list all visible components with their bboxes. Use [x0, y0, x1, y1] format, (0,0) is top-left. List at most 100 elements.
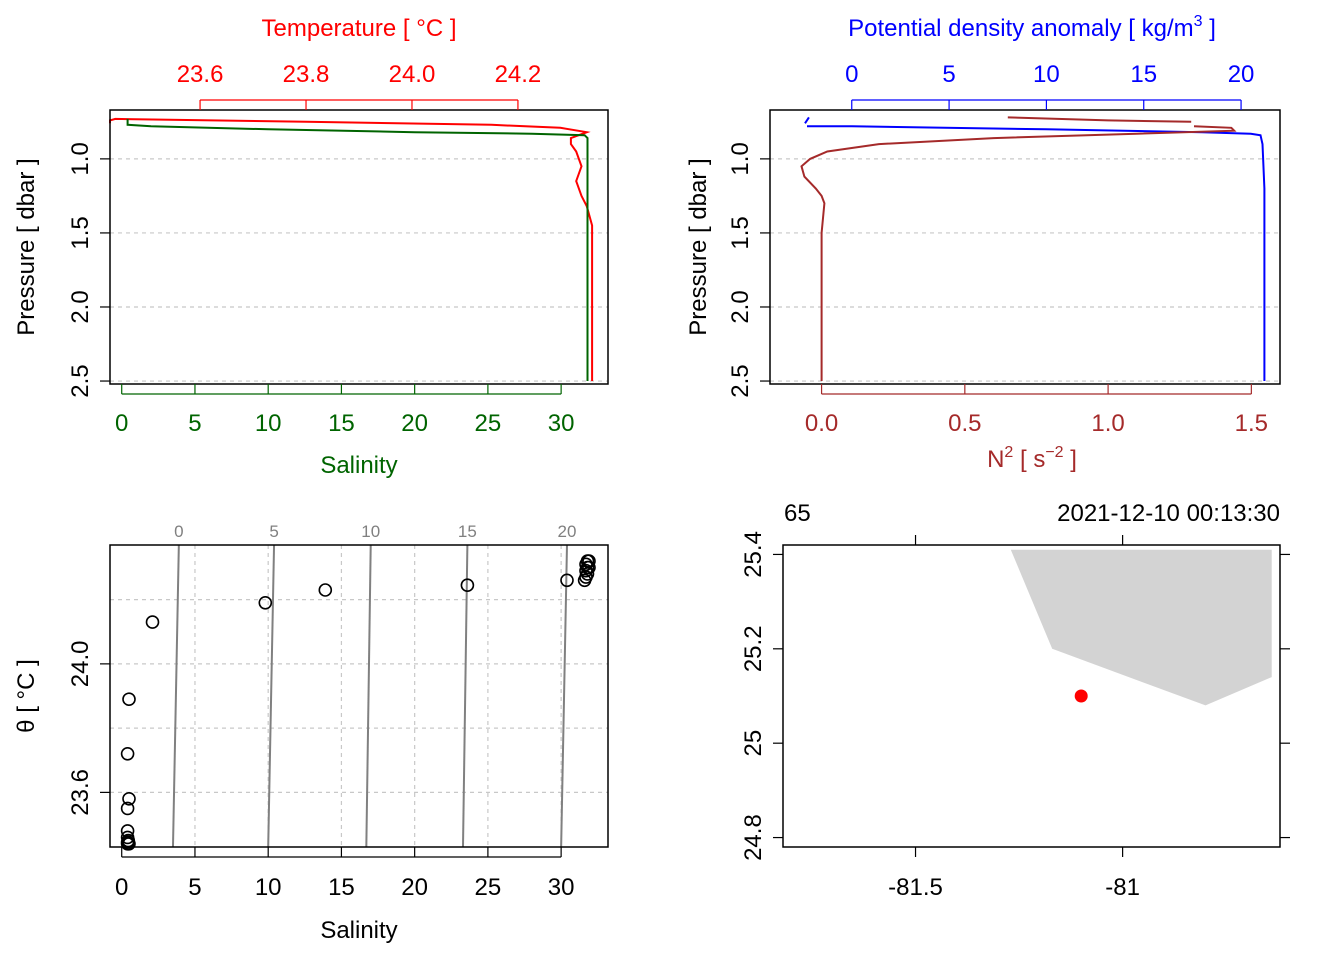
- salinity-tick-label: 15: [328, 410, 355, 437]
- ts-axes: 0 5 10 15 20 25 30 23.6 24.0: [67, 641, 574, 901]
- ts-panel: 0 5 10 15 20 0 5 10 15 20 25 30 23.6 24.0 Salinity θ…: [13, 522, 609, 944]
- ts-point: [582, 554, 596, 568]
- temperature-tick-label: 24.0: [389, 61, 436, 88]
- ts-salinity-axis-title: Salinity: [320, 917, 397, 944]
- latitude-tick-label: 25: [740, 730, 767, 757]
- ts-salinity-tick-label: 15: [328, 874, 355, 901]
- pressure-tick-label: 1.0: [67, 142, 94, 175]
- sigma-tick-label: 20: [1228, 61, 1255, 88]
- latitude-tick-label: 24.8: [740, 814, 767, 861]
- pressure-axis-title: Pressure [ dbar ]: [13, 158, 40, 335]
- salinity-tick-label: 25: [475, 410, 502, 437]
- ts-point: [120, 801, 135, 816]
- density-grid: [770, 158, 1280, 382]
- station-time-label: 2021-12-10 00:13:30: [1057, 500, 1280, 527]
- ts-salinity-tick-label: 20: [401, 874, 428, 901]
- ts-point: [582, 560, 596, 575]
- profile-panel: 1.0 1.5 2.0 2.5 23.6 23.8 24.0 24.2 0 5 10 15 20 25 30…: [13, 15, 609, 479]
- theta-axis-title: θ [ °C ]: [13, 659, 40, 733]
- profile-plot-frame: [109, 109, 609, 385]
- profile-series: [109, 117, 594, 381]
- map-panel: -81.5 -81 24.8 25 25.2 25.4 65 2021-12-10 00:…: [740, 500, 1290, 901]
- ts-salinity-tick-label: 10: [255, 874, 282, 901]
- density-series: [800, 116, 1266, 381]
- ts-point: [560, 573, 574, 588]
- isopycnal-label: 10: [361, 522, 380, 541]
- sigma-tick-label: 0: [845, 61, 858, 88]
- n2-tick-label: 1.0: [1091, 410, 1124, 437]
- isopycnal-line: [267, 544, 276, 848]
- temperature-axis-title: Temperature [ °C ]: [262, 15, 457, 42]
- salinity-tick-label: 20: [401, 410, 428, 437]
- isopycnal-label: 15: [458, 522, 477, 541]
- sigma-profile-line: [804, 116, 810, 124]
- density-panel: 1.0 1.5 2.0 2.5 0 5 10 15 20 0.0 0.5 1.0 1.5 Potenti…: [685, 13, 1281, 473]
- profile-grid: [110, 158, 608, 382]
- ts-point: [122, 791, 136, 806]
- n2-axis-title: N2 [ s−2 ]: [987, 444, 1077, 473]
- map-axes: -81.5 -81 24.8 25 25.2 25.4: [740, 531, 1290, 901]
- station-marker: [1074, 689, 1088, 703]
- isopycnal-line: [560, 544, 568, 848]
- density-axis-title: Potential density anomaly [ kg/m3 ]: [848, 13, 1216, 42]
- n2-profile-line: [800, 125, 1237, 381]
- density-plot-frame: [769, 109, 1281, 385]
- ts-point: [120, 824, 135, 838]
- isopycnal-label: 5: [269, 522, 278, 541]
- theta-tick-label: 23.6: [67, 769, 94, 816]
- sigma-tick-label: 15: [1130, 61, 1157, 88]
- salinity-profile-line: [126, 118, 589, 381]
- salinity-tick-label: 30: [548, 410, 575, 437]
- longitude-tick-label: -81: [1105, 874, 1140, 901]
- temperature-tick-label: 24.2: [495, 61, 542, 88]
- ts-point: [145, 615, 160, 629]
- ts-point: [318, 583, 333, 597]
- temperature-tick-label: 23.6: [177, 61, 224, 88]
- density-pressure-tick-label: 1.0: [727, 142, 754, 175]
- pressure-tick-label: 2.0: [67, 290, 94, 323]
- density-pressure-tick-label: 2.5: [727, 364, 754, 397]
- n2-tick-label: 1.5: [1235, 410, 1268, 437]
- isopycnal-line: [365, 544, 372, 848]
- isopycnal-label: 0: [174, 522, 183, 541]
- ts-point: [122, 836, 136, 851]
- longitude-tick-label: -81.5: [888, 874, 943, 901]
- sigma-tick-label: 10: [1033, 61, 1060, 88]
- theta-tick-label: 24.0: [67, 641, 94, 688]
- n2-profile-line: [1007, 116, 1192, 123]
- ts-isopycnals: 0 5 10 15 20: [171, 522, 577, 848]
- isopycnal-line: [461, 544, 469, 848]
- latitude-tick-label: 25.2: [740, 625, 767, 672]
- map-land: [1010, 549, 1272, 706]
- salinity-tick-label: 10: [255, 410, 282, 437]
- isopycnal-label: 20: [558, 522, 577, 541]
- density-pressure-axis-title: Pressure [ dbar ]: [685, 158, 712, 335]
- ts-salinity-tick-label: 30: [548, 874, 575, 901]
- ts-plot-frame: [109, 544, 609, 848]
- ts-point: [258, 595, 273, 610]
- ts-points: [120, 554, 596, 851]
- profile-axes: 1.0 1.5 2.0 2.5 23.6 23.8 24.0 24.2 0 5 10 15 20 25 30: [67, 61, 574, 437]
- density-pressure-tick-label: 1.5: [727, 216, 754, 249]
- ts-salinity-tick-label: 25: [475, 874, 502, 901]
- pressure-tick-label: 1.5: [67, 216, 94, 249]
- ts-point: [460, 578, 475, 593]
- map-plot-frame: [782, 544, 1281, 848]
- land-polygon: [1010, 549, 1272, 706]
- ts-point: [120, 746, 135, 761]
- density-axes: 1.0 1.5 2.0 2.5 0 5 10 15 20 0.0 0.5 1.0 1.5: [727, 61, 1268, 437]
- latitude-tick-label: 25.4: [740, 531, 767, 578]
- salinity-axis-title: Salinity: [320, 452, 397, 479]
- sigma-profile-line: [807, 125, 1266, 381]
- pressure-tick-label: 2.5: [67, 364, 94, 397]
- station-label: 65: [784, 500, 811, 527]
- ts-grid: [110, 545, 608, 847]
- n2-tick-label: 0.0: [805, 410, 838, 437]
- isopycnal-line: [171, 544, 180, 848]
- ts-salinity-tick-label: 0: [115, 874, 128, 901]
- n2-tick-label: 0.5: [948, 410, 981, 437]
- map-station: [1074, 689, 1088, 703]
- salinity-tick-label: 0: [115, 410, 128, 437]
- ts-point: [120, 830, 135, 845]
